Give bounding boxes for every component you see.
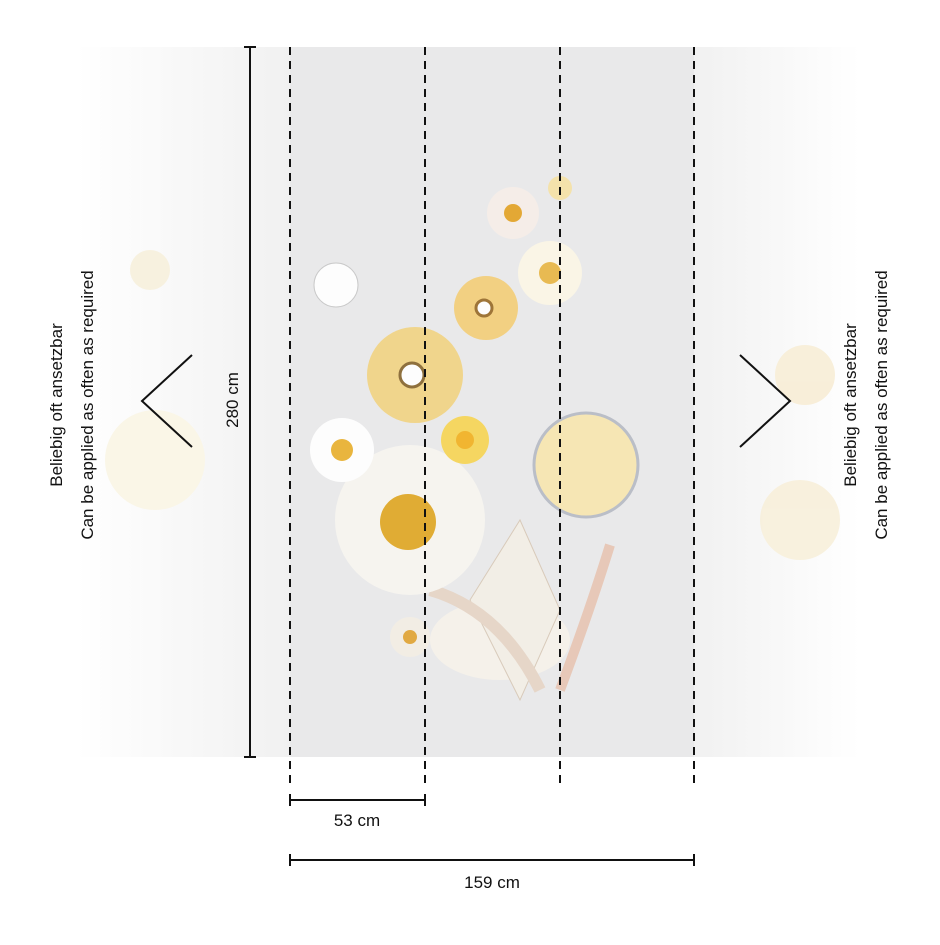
right-note-en: Can be applied as often as required (872, 270, 891, 539)
faded-left-panel (75, 47, 290, 757)
faded-right-panel (694, 47, 860, 757)
left-chevron (140, 354, 193, 448)
right-chevron (739, 354, 792, 448)
total-width-dimension: 159 cm (289, 854, 695, 892)
height-dimension: 280 cm (223, 46, 256, 758)
right-note-de: Beliebig oft ansetzbar (841, 323, 860, 487)
left-note-de: Beliebig oft ansetzbar (47, 323, 66, 487)
panel-width-dimension: 53 cm (289, 794, 426, 830)
panel-width-label: 53 cm (334, 811, 380, 830)
height-label: 280 cm (223, 372, 242, 428)
total-width-label: 159 cm (464, 873, 520, 892)
left-note-en: Can be applied as often as required (78, 270, 97, 539)
